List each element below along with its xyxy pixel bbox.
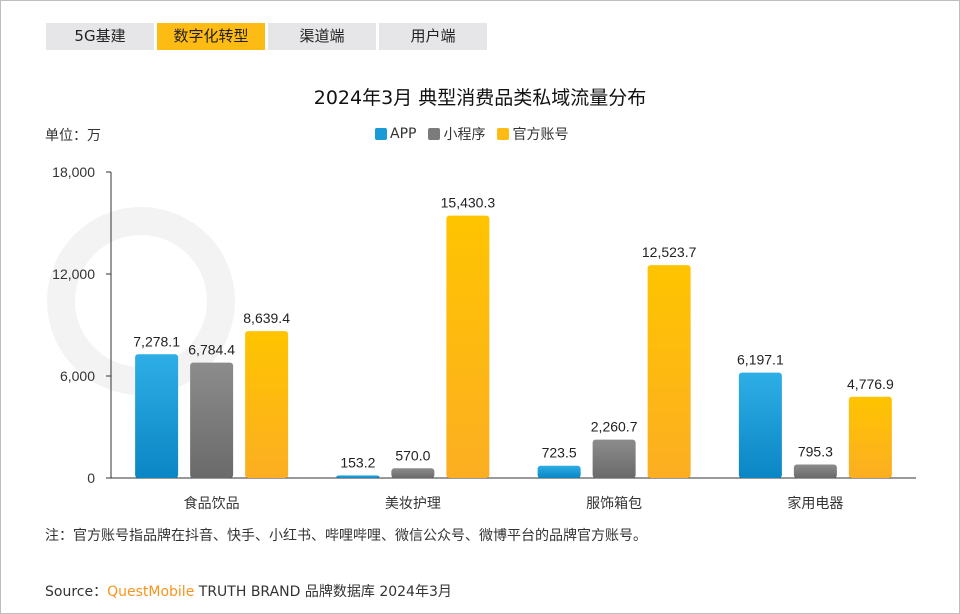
- x-tick-label: 服饰箱包: [586, 495, 642, 511]
- legend-item-official: 官方账号: [497, 124, 568, 144]
- data-label: 7,278.1: [133, 333, 180, 349]
- source-rest: TRUTH BRAND 品牌数据库 2024年3月: [194, 584, 452, 600]
- legend-item-app: APP: [375, 124, 416, 144]
- bar: [391, 468, 435, 478]
- y-tick-label: 18,000: [52, 164, 95, 180]
- data-label: 6,784.4: [188, 342, 235, 358]
- data-label: 2,260.7: [591, 419, 638, 435]
- bar: [135, 354, 179, 478]
- bar: [647, 265, 691, 478]
- y-tick-label: 12,000: [52, 266, 95, 282]
- bar: [190, 362, 234, 478]
- bar: [848, 396, 892, 478]
- bar: [592, 439, 636, 478]
- y-tick-label: 6,000: [60, 368, 95, 384]
- data-label: 12,523.7: [642, 244, 697, 260]
- data-label: 6,197.1: [737, 352, 784, 368]
- footnote: 注：官方账号指品牌在抖音、快手、小红书、哔哩哔哩、微信公众号、微博平台的品牌官方…: [45, 528, 647, 544]
- x-tick-label: 美妆护理: [385, 495, 441, 511]
- tab-5g[interactable]: 5G基建: [46, 23, 154, 50]
- tab-user[interactable]: 用户端: [379, 23, 487, 50]
- unit-label: 单位：万: [45, 128, 101, 144]
- bar: [446, 215, 490, 478]
- tab-channel[interactable]: 渠道端: [268, 23, 376, 50]
- data-label: 153.2: [340, 454, 375, 470]
- legend-swatch: [428, 128, 441, 140]
- legend-swatch: [375, 128, 387, 140]
- source-line: Source：QuestMobile TRUTH BRAND 品牌数据库 202…: [45, 581, 452, 601]
- data-label: 795.3: [798, 443, 833, 459]
- bar: [738, 372, 782, 478]
- x-tick-label: 家用电器: [787, 495, 843, 511]
- bar: [793, 464, 837, 478]
- legend-label: 官方账号: [512, 127, 569, 143]
- source-brand: QuestMobile: [107, 584, 195, 600]
- y-tick-label: 0: [87, 470, 95, 486]
- legend-swatch: [497, 128, 510, 140]
- x-tick-label: 食品饮品: [184, 495, 240, 511]
- tab-digital-transformation[interactable]: 数字化转型: [157, 23, 265, 50]
- data-label: 15,430.3: [441, 195, 496, 211]
- bar: [245, 331, 289, 478]
- legend-item-miniprogram: 小程序: [428, 124, 485, 144]
- data-label: 723.5: [542, 445, 577, 461]
- data-label: 8,639.4: [243, 310, 290, 326]
- bar: [537, 465, 581, 478]
- data-label: 4,776.9: [847, 376, 894, 392]
- chart-title: 2024年3月 典型消费品类私域流量分布: [313, 87, 647, 109]
- legend-label: APP: [390, 126, 417, 142]
- source-prefix: Source：: [45, 584, 108, 600]
- legend-label: 小程序: [443, 127, 486, 143]
- legend: APP 小程序 官方账号: [375, 124, 568, 144]
- bar: [336, 475, 380, 478]
- data-label: 570.0: [395, 447, 430, 463]
